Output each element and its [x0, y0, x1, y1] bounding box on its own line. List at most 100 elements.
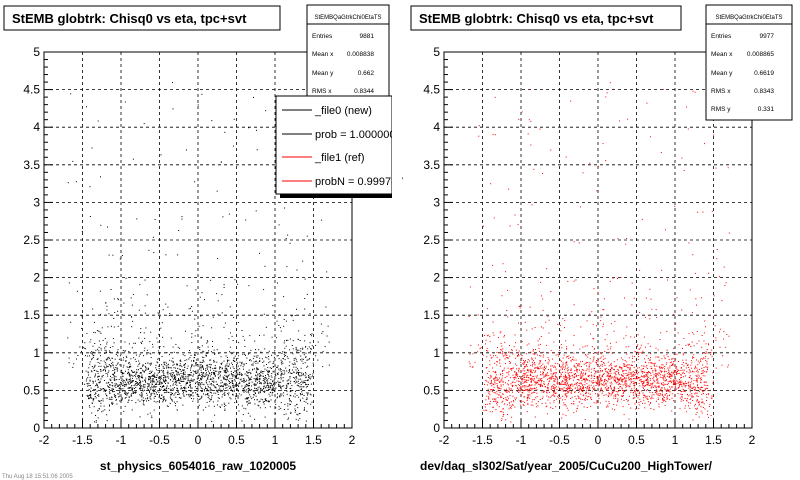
scatter-point	[213, 371, 215, 373]
scatter-point	[277, 396, 278, 398]
scatter-point	[601, 365, 603, 367]
scatter-point	[705, 381, 707, 383]
scatter-point	[255, 372, 257, 373]
scatter-point	[237, 369, 239, 371]
scatter-point	[257, 362, 259, 364]
scatter-point	[637, 390, 639, 392]
scatter-point	[682, 388, 684, 390]
scatter-point	[112, 403, 113, 405]
scatter-point	[647, 376, 648, 378]
scatter-point	[191, 310, 193, 312]
scatter-point	[138, 378, 140, 380]
scatter-point	[158, 357, 160, 359]
scatter-point	[286, 370, 288, 372]
scatter-point	[149, 363, 151, 365]
scatter-point	[710, 354, 712, 356]
scatter-point	[663, 384, 665, 386]
scatter-point	[193, 360, 194, 362]
scatter-point	[277, 393, 278, 395]
scatter-point	[573, 403, 575, 405]
scatter-point	[480, 347, 482, 349]
scatter-point	[528, 385, 530, 387]
scatter-point	[520, 386, 522, 388]
scatter-point	[206, 365, 208, 367]
scatter-point	[692, 356, 693, 358]
scatter-point	[225, 371, 227, 373]
scatter-point	[681, 157, 683, 159]
scatter-point	[248, 285, 250, 287]
scatter-point	[533, 380, 535, 382]
scatter-point	[215, 389, 217, 391]
scatter-point	[262, 399, 264, 401]
scatter-point	[572, 376, 574, 378]
scatter-point	[267, 371, 269, 372]
scatter-point	[119, 391, 121, 393]
scatter-point	[544, 367, 545, 368]
scatter-point	[601, 370, 603, 372]
scatter-point	[683, 390, 685, 392]
scatter-point	[211, 392, 212, 394]
scatter-point	[543, 384, 545, 385]
scatter-point	[222, 390, 224, 392]
scatter-point	[502, 350, 504, 352]
scatter-point	[582, 360, 583, 362]
scatter-point	[576, 368, 577, 370]
scatter-point	[228, 213, 230, 215]
scatter-point	[175, 381, 176, 383]
y-tick-label: 4	[33, 120, 40, 134]
scatter-point	[186, 285, 188, 287]
scatter-point	[646, 102, 648, 104]
scatter-point	[126, 378, 128, 380]
scatter-point	[209, 399, 211, 401]
scatter-point	[630, 336, 632, 338]
scatter-point	[93, 389, 95, 391]
scatter-point	[180, 370, 182, 372]
scatter-point	[184, 390, 186, 392]
scatter-point	[147, 386, 149, 388]
scatter-point	[575, 367, 577, 369]
scatter-point	[156, 361, 158, 363]
scatter-point	[499, 332, 501, 334]
scatter-point	[572, 385, 574, 387]
scatter-point	[108, 254, 110, 256]
scatter-point	[89, 376, 91, 378]
scatter-point	[540, 336, 542, 337]
footer-text: Thu Aug 18 15:51:06 2005	[2, 474, 73, 480]
scatter-point	[672, 372, 674, 374]
scatter-point	[496, 356, 498, 358]
scatter-point	[610, 384, 611, 386]
scatter-point	[255, 383, 257, 385]
scatter-point	[158, 396, 160, 398]
scatter-point	[183, 375, 185, 377]
scatter-point	[106, 305, 108, 307]
scatter-point	[85, 355, 86, 357]
scatter-point	[478, 135, 480, 137]
scatter-point	[241, 420, 243, 422]
scatter-point	[494, 362, 496, 364]
scatter-point	[207, 394, 209, 396]
scatter-point	[643, 381, 645, 383]
scatter-point	[577, 364, 578, 366]
scatter-point	[469, 363, 471, 365]
scatter-point	[694, 388, 696, 390]
scatter-point	[509, 402, 511, 404]
scatter-point	[696, 367, 698, 369]
scatter-point	[226, 384, 228, 386]
scatter-point	[325, 306, 327, 308]
scatter-point	[625, 373, 627, 374]
scatter-point	[303, 400, 305, 402]
scatter-point	[149, 341, 151, 343]
scatter-point	[650, 375, 652, 376]
scatter-point	[236, 368, 238, 370]
scatter-point	[230, 388, 232, 390]
scatter-point	[531, 379, 533, 381]
scatter-point	[616, 393, 618, 395]
scatter-point	[129, 379, 131, 380]
scatter-point	[617, 278, 619, 279]
scatter-point	[214, 375, 216, 377]
scatter-point	[150, 382, 152, 384]
scatter-point	[286, 339, 287, 341]
scatter-point	[505, 353, 507, 355]
scatter-point	[654, 369, 656, 371]
scatter-point	[683, 338, 685, 339]
